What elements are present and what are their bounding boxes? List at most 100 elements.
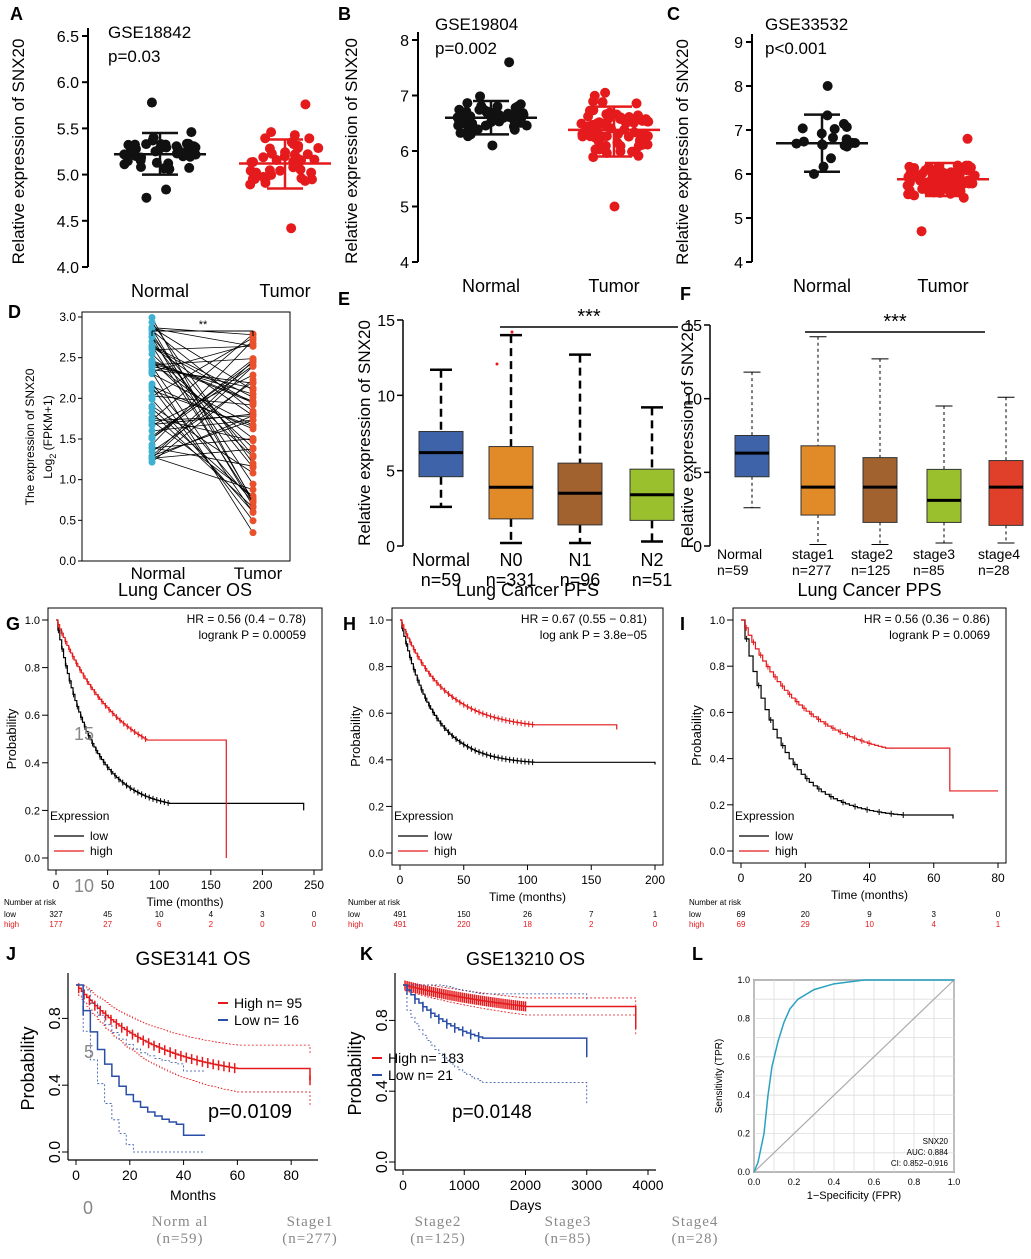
data-point-D-normal: [148, 346, 156, 354]
y-tick-label-I: 0.8: [710, 661, 725, 673]
y-tick-label-C: 4: [734, 255, 743, 272]
ci-band-K: [403, 984, 588, 1001]
data-point-B-normal: [487, 140, 498, 151]
y-axis-label-B: Relative expression of SNX20: [342, 38, 361, 264]
significance-label-F: ***: [883, 311, 907, 333]
paired-line-D: [151, 365, 254, 439]
y-tick-label-A: 4.0: [57, 260, 79, 277]
data-point-A-tumor: [302, 149, 313, 160]
y-tick-label-F: 15: [684, 318, 702, 335]
y-tick-label-C: 6: [734, 167, 743, 184]
ghost-label-stage3: Stage3 (n=85): [544, 1214, 592, 1247]
paired-line-D: [151, 383, 254, 503]
data-point-D-tumor: [249, 498, 257, 506]
y-tick-label-A: 5.0: [57, 168, 79, 185]
risk-row-low-I: low: [689, 910, 701, 919]
diagonal-reference-L: [753, 979, 955, 1173]
panel-letter-F: F: [680, 284, 691, 304]
y-tick-label-B: 5: [400, 200, 409, 217]
data-point-D-tumor: [249, 399, 257, 407]
km-curve-I-low: [741, 619, 954, 819]
data-point-D-normal: [148, 454, 156, 462]
risk-low-H: 1: [653, 910, 658, 919]
ci-band-J: [76, 984, 206, 1153]
data-point-A-tumor: [286, 223, 297, 234]
y-tick-label-L: 1.0: [737, 975, 750, 985]
paired-line-D: [151, 361, 254, 403]
y-tick-label-B: 8: [400, 33, 409, 50]
legend-label-low-K: Low n= 21: [388, 1067, 453, 1083]
paired-line-D: [151, 359, 254, 439]
paired-line-D: [151, 345, 254, 398]
box-F-stage4: [988, 460, 1024, 526]
box-E-n0: [488, 446, 534, 520]
significance-label-E: ***: [577, 306, 601, 328]
data-point-B-tumor: [588, 152, 599, 163]
paired-line-D: [151, 405, 254, 474]
risk-low-G: 327: [49, 910, 63, 919]
risk-low-I: 69: [737, 910, 746, 919]
data-point-B-tumor: [604, 107, 615, 118]
y-tick-label-G: 0.4: [25, 758, 40, 770]
x-tick-label-G: 150: [201, 878, 221, 892]
y-tick-label-B: 4: [400, 255, 409, 272]
y-tick-label-L: 0.4: [737, 1090, 750, 1100]
data-point-B-tumor: [631, 98, 642, 109]
data-point-C-tumor: [962, 133, 973, 144]
overlay-number-5: 5: [84, 1042, 94, 1062]
data-point-B-tumor: [588, 96, 599, 107]
ghost-label-stage4: Stage4 (n=28): [671, 1214, 719, 1247]
panel-letter-A: A: [10, 4, 23, 24]
y-tick-label-L: 0.8: [737, 1013, 750, 1023]
data-point-D-normal: [148, 318, 156, 326]
y-tick-label-J: 0.0: [47, 1141, 64, 1163]
plot-frame-H: [391, 607, 664, 866]
y-axis-label2-D: Log2 (FPKM+1): [41, 395, 58, 478]
x-tick-label-K: 3000: [571, 1177, 602, 1193]
paired-line-D: [151, 385, 254, 430]
y-tick-label-L: 0.6: [737, 1052, 750, 1062]
legend-label-low-I: low: [775, 829, 793, 843]
data-point-B-normal: [462, 98, 473, 109]
x-category-label-F: stage3: [913, 546, 955, 562]
x-category-label-A: Normal: [131, 281, 189, 301]
significance-label-D: **: [199, 319, 208, 331]
ghost-label-stage2: Stage2 (n=125): [410, 1214, 466, 1247]
data-point-A-normal: [171, 141, 182, 152]
y-tick-label-G: 0.0: [25, 853, 40, 865]
legend-label-low-G: low: [90, 829, 108, 843]
sample-size-E: n=59: [421, 570, 462, 590]
risk-low-I: 0: [996, 910, 1001, 919]
x-category-label-F: stage2: [851, 546, 893, 562]
p-value-J: p=0.0109: [208, 1101, 292, 1123]
y-tick-label-K: 0.8: [374, 1009, 391, 1031]
data-point-D-tumor: [249, 508, 257, 516]
paired-line-D: [151, 366, 254, 459]
risk-low-I: 3: [932, 910, 937, 919]
legend-title-H: Expression: [394, 809, 453, 823]
data-point-D-tumor: [249, 386, 257, 394]
data-point-D-tumor: [249, 379, 257, 387]
x-tick-label-G: 250: [304, 878, 324, 892]
box-F-stage3: [926, 468, 962, 523]
paired-line-D: [151, 336, 254, 507]
y-axis-label-D: The expression of SNX20: [23, 368, 37, 505]
risk-low-H: 26: [523, 910, 532, 919]
ci-band-J: [76, 984, 206, 1072]
paired-line-D: [151, 412, 254, 508]
legend-label-low-H: low: [434, 829, 452, 843]
data-point-D-tumor: [249, 407, 257, 415]
data-point-D-normal: [148, 380, 156, 388]
data-point-A-normal: [146, 97, 157, 108]
box-F-normal: [734, 435, 770, 478]
logrank-I: logrank P = 0.0069: [889, 628, 990, 642]
risk-row-low-G: low: [4, 910, 16, 919]
y-tick-label-H: 0.2: [369, 801, 384, 813]
roc-curve-L: [753, 979, 954, 1173]
ghost-label-normal: Norm al (n=59): [151, 1214, 209, 1247]
box-E-normal: [418, 430, 464, 478]
km-curve-G-low: [56, 619, 305, 811]
paired-line-D: [151, 360, 254, 402]
legend-label-high-K: High n= 183: [388, 1050, 464, 1066]
data-point-D-normal: [148, 324, 156, 332]
